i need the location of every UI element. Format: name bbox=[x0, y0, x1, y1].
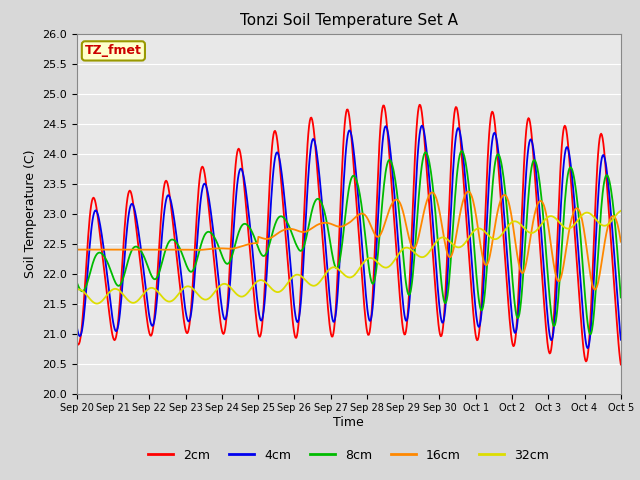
4cm bbox=[223, 313, 230, 319]
2cm bbox=[617, 361, 625, 367]
16cm bbox=[83, 247, 90, 252]
16cm bbox=[139, 247, 147, 252]
32cm bbox=[93, 300, 101, 306]
16cm bbox=[223, 246, 230, 252]
32cm bbox=[431, 240, 439, 246]
8cm bbox=[139, 251, 147, 257]
Title: Tonzi Soil Temperature Set A: Tonzi Soil Temperature Set A bbox=[240, 13, 458, 28]
8cm bbox=[73, 279, 81, 285]
32cm bbox=[83, 292, 90, 298]
2cm bbox=[194, 196, 202, 202]
Line: 2cm: 2cm bbox=[77, 105, 621, 364]
16cm bbox=[73, 247, 81, 252]
32cm bbox=[617, 208, 625, 214]
32cm bbox=[223, 282, 231, 288]
4cm bbox=[73, 324, 81, 330]
Legend: 2cm, 4cm, 8cm, 16cm, 32cm: 2cm, 4cm, 8cm, 16cm, 32cm bbox=[143, 444, 554, 467]
4cm bbox=[83, 282, 90, 288]
16cm bbox=[194, 247, 202, 253]
4cm bbox=[194, 229, 202, 235]
8cm bbox=[83, 282, 90, 288]
16cm bbox=[617, 239, 625, 244]
Line: 32cm: 32cm bbox=[77, 211, 621, 303]
8cm bbox=[194, 254, 202, 260]
Line: 8cm: 8cm bbox=[77, 151, 621, 335]
4cm bbox=[418, 123, 426, 129]
2cm bbox=[415, 104, 422, 110]
8cm bbox=[458, 148, 466, 154]
2cm bbox=[73, 339, 81, 345]
16cm bbox=[431, 192, 438, 197]
8cm bbox=[587, 332, 595, 337]
16cm bbox=[464, 189, 472, 194]
2cm bbox=[223, 313, 230, 319]
32cm bbox=[73, 287, 81, 293]
Line: 4cm: 4cm bbox=[77, 126, 621, 348]
4cm bbox=[431, 254, 439, 260]
2cm bbox=[416, 102, 424, 108]
32cm bbox=[416, 253, 424, 259]
4cm bbox=[584, 345, 591, 351]
16cm bbox=[591, 287, 599, 292]
2cm bbox=[83, 256, 90, 262]
2cm bbox=[139, 280, 147, 286]
Line: 16cm: 16cm bbox=[77, 192, 621, 289]
X-axis label: Time: Time bbox=[333, 416, 364, 429]
8cm bbox=[431, 202, 438, 208]
8cm bbox=[223, 261, 230, 266]
Y-axis label: Soil Temperature (C): Soil Temperature (C) bbox=[24, 149, 36, 278]
32cm bbox=[195, 292, 202, 298]
4cm bbox=[415, 139, 422, 145]
16cm bbox=[415, 233, 422, 239]
8cm bbox=[415, 194, 422, 200]
4cm bbox=[139, 260, 147, 265]
Text: TZ_fmet: TZ_fmet bbox=[85, 44, 142, 58]
8cm bbox=[617, 295, 625, 300]
4cm bbox=[617, 337, 625, 343]
2cm bbox=[431, 286, 439, 292]
32cm bbox=[140, 291, 147, 297]
